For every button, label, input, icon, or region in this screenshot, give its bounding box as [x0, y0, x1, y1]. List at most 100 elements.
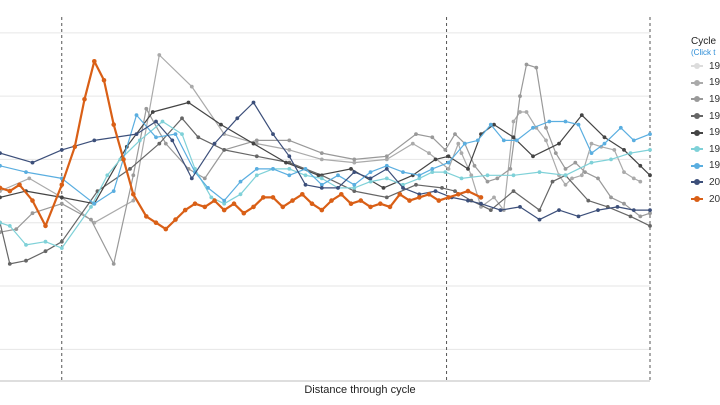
series-line — [0, 63, 651, 265]
legend-swatch-icon — [691, 179, 703, 186]
data-point — [544, 125, 548, 130]
data-point — [589, 160, 594, 165]
series-1 — [0, 53, 643, 225]
data-point — [238, 179, 243, 184]
data-point — [352, 170, 357, 175]
data-point — [160, 119, 165, 124]
data-point — [384, 195, 389, 200]
data-point — [221, 207, 227, 213]
data-point — [459, 176, 464, 181]
legend-item[interactable]: 20 — [691, 174, 720, 191]
legend-item[interactable]: 19 — [691, 58, 720, 75]
data-point — [550, 179, 555, 184]
data-point — [631, 138, 636, 143]
data-point — [251, 141, 256, 146]
series-line — [0, 101, 651, 205]
data-point — [27, 176, 32, 181]
series-6 — [0, 113, 652, 206]
data-point — [0, 185, 3, 191]
data-point — [157, 53, 162, 57]
data-point — [524, 110, 529, 114]
data-point — [336, 186, 340, 190]
legend-item[interactable]: 20 — [691, 191, 720, 208]
data-point — [134, 113, 139, 117]
data-point — [101, 78, 107, 83]
data-point — [384, 154, 389, 159]
data-point — [59, 195, 64, 200]
data-point — [378, 201, 383, 206]
data-point — [446, 154, 451, 159]
data-point — [43, 223, 48, 229]
data-point — [456, 141, 461, 146]
data-point — [254, 154, 259, 159]
data-point — [287, 148, 292, 152]
data-point — [92, 201, 97, 206]
data-point — [488, 122, 493, 127]
data-point — [384, 157, 389, 162]
data-point — [492, 122, 496, 127]
data-point — [478, 195, 484, 200]
data-point — [144, 106, 149, 111]
data-point — [111, 189, 116, 194]
data-point — [638, 163, 643, 168]
data-point — [150, 110, 155, 114]
data-point — [433, 157, 438, 162]
data-point — [24, 243, 28, 247]
data-point — [131, 192, 136, 197]
legend-swatch-icon — [691, 63, 703, 70]
data-point — [238, 192, 243, 197]
data-point — [222, 198, 227, 203]
data-point — [579, 173, 584, 178]
data-point — [82, 97, 87, 102]
legend-item[interactable]: 19 — [691, 91, 720, 108]
legend-item[interactable]: 19 — [691, 124, 720, 141]
data-point — [648, 208, 652, 213]
data-point — [30, 198, 35, 203]
data-point — [89, 205, 93, 209]
data-point — [0, 163, 2, 168]
data-point — [287, 173, 292, 178]
data-point — [189, 84, 194, 89]
data-point — [557, 141, 561, 146]
data-point — [154, 135, 158, 140]
data-point — [648, 173, 652, 178]
data-point — [518, 205, 522, 209]
data-point — [443, 170, 448, 175]
data-point — [105, 173, 110, 178]
data-point — [417, 176, 422, 181]
legend-swatch-icon — [691, 113, 703, 120]
data-point — [189, 176, 194, 181]
data-point — [368, 170, 373, 175]
legend-item[interactable]: 19 — [691, 141, 720, 158]
data-point — [254, 167, 259, 171]
legend-subtitle[interactable]: (Click t — [691, 48, 716, 57]
data-point — [144, 214, 149, 219]
data-point — [241, 210, 247, 216]
data-point — [270, 195, 276, 200]
data-point — [319, 176, 324, 181]
data-point — [612, 148, 617, 152]
data-point — [287, 154, 292, 159]
data-point — [401, 170, 405, 175]
data-point — [134, 132, 139, 137]
data-point — [456, 192, 461, 197]
data-point — [111, 122, 116, 127]
data-point — [609, 157, 613, 162]
data-point — [231, 201, 237, 206]
data-point — [284, 160, 288, 165]
legend-item[interactable]: 19 — [691, 158, 720, 175]
legend-item[interactable]: 19 — [691, 108, 720, 125]
data-point — [206, 186, 210, 190]
data-point — [154, 119, 158, 124]
data-point — [316, 173, 321, 178]
data-point — [387, 204, 393, 210]
data-point — [628, 214, 633, 219]
data-point — [579, 113, 584, 117]
data-point — [349, 167, 353, 171]
legend-items: 19 19 19 19 19 19 19 20 20 — [691, 58, 720, 207]
data-point — [24, 170, 28, 175]
data-point — [163, 226, 169, 232]
data-point — [59, 246, 64, 251]
data-point — [131, 173, 136, 178]
legend-item[interactable]: 19 — [691, 75, 720, 92]
